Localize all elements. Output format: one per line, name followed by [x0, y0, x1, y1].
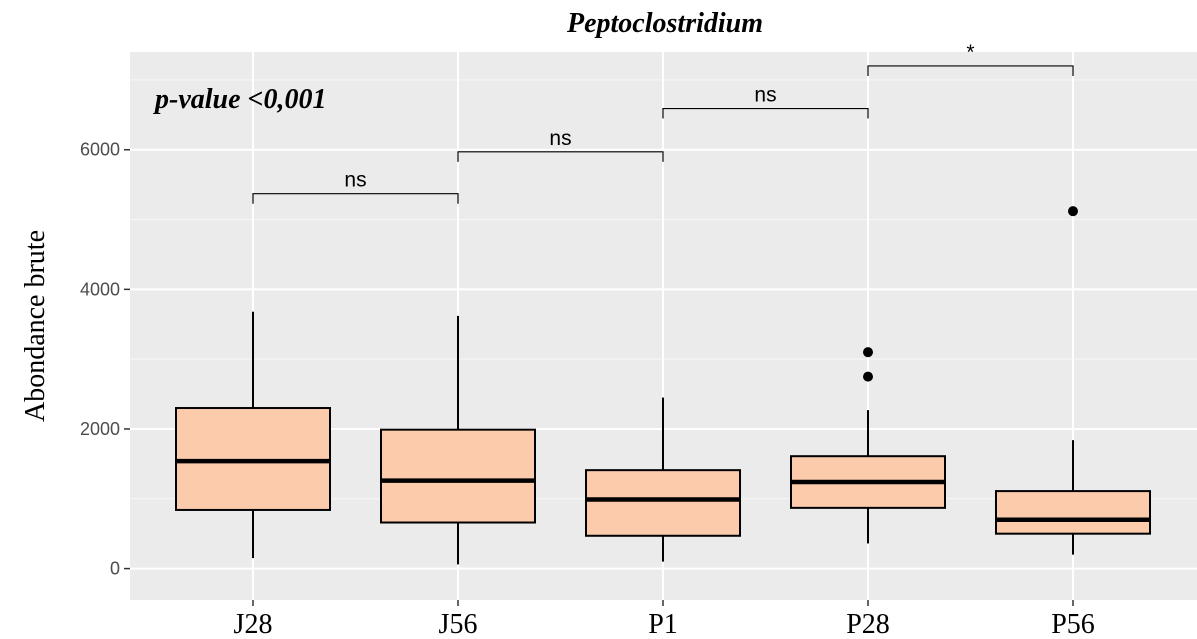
bracket-label: ns: [754, 84, 776, 107]
outlier-point: [863, 371, 873, 382]
y-tick-label: 6000: [80, 140, 120, 160]
bracket-line: [662, 107, 869, 119]
bracket-label: ns: [549, 127, 571, 150]
p-value-annotation: p-value <0,001: [153, 84, 327, 115]
box-p56: [995, 206, 1151, 555]
box-j28: [175, 311, 331, 559]
y-axis: 0 2000 4000 6000: [80, 140, 130, 579]
y-tick-label: 0: [110, 559, 120, 579]
boxes: [175, 206, 1151, 565]
x-tick-label: P1: [648, 609, 678, 639]
y-axis-label: Abondance brute: [20, 230, 51, 422]
box-iqr: [995, 490, 1151, 535]
comparison-brackets: ns ns ns *: [252, 41, 1074, 204]
chart-title: Peptoclostridium: [566, 8, 763, 39]
bracket-line: [867, 65, 1074, 76]
outlier-point: [1068, 206, 1078, 217]
bracket-line: [457, 151, 664, 162]
x-tick-label: P56: [1051, 609, 1095, 639]
bracket-label: ns: [344, 169, 366, 192]
x-tick-label: P28: [846, 609, 890, 639]
x-tick-label: J56: [439, 609, 478, 639]
y-tick-label: 4000: [80, 279, 120, 299]
box-p1: [585, 397, 741, 562]
bracket-line: [252, 193, 459, 204]
bracket-j28-j56: ns: [252, 169, 459, 204]
box-j56: [380, 315, 536, 565]
bracket-p1-p28: ns: [662, 84, 869, 119]
bracket-label: *: [966, 41, 974, 64]
y-tick-label: 2000: [80, 419, 120, 439]
x-tick-label: J28: [234, 609, 273, 639]
box-p28: [790, 347, 946, 544]
box-iqr: [380, 428, 536, 524]
box-iqr: [585, 469, 741, 537]
outlier-point: [863, 347, 873, 358]
bracket-p28-p56: *: [867, 41, 1074, 76]
bracket-j56-p1: ns: [457, 127, 664, 162]
x-axis: J28 J56 P1 P28 P56: [234, 600, 1095, 639]
